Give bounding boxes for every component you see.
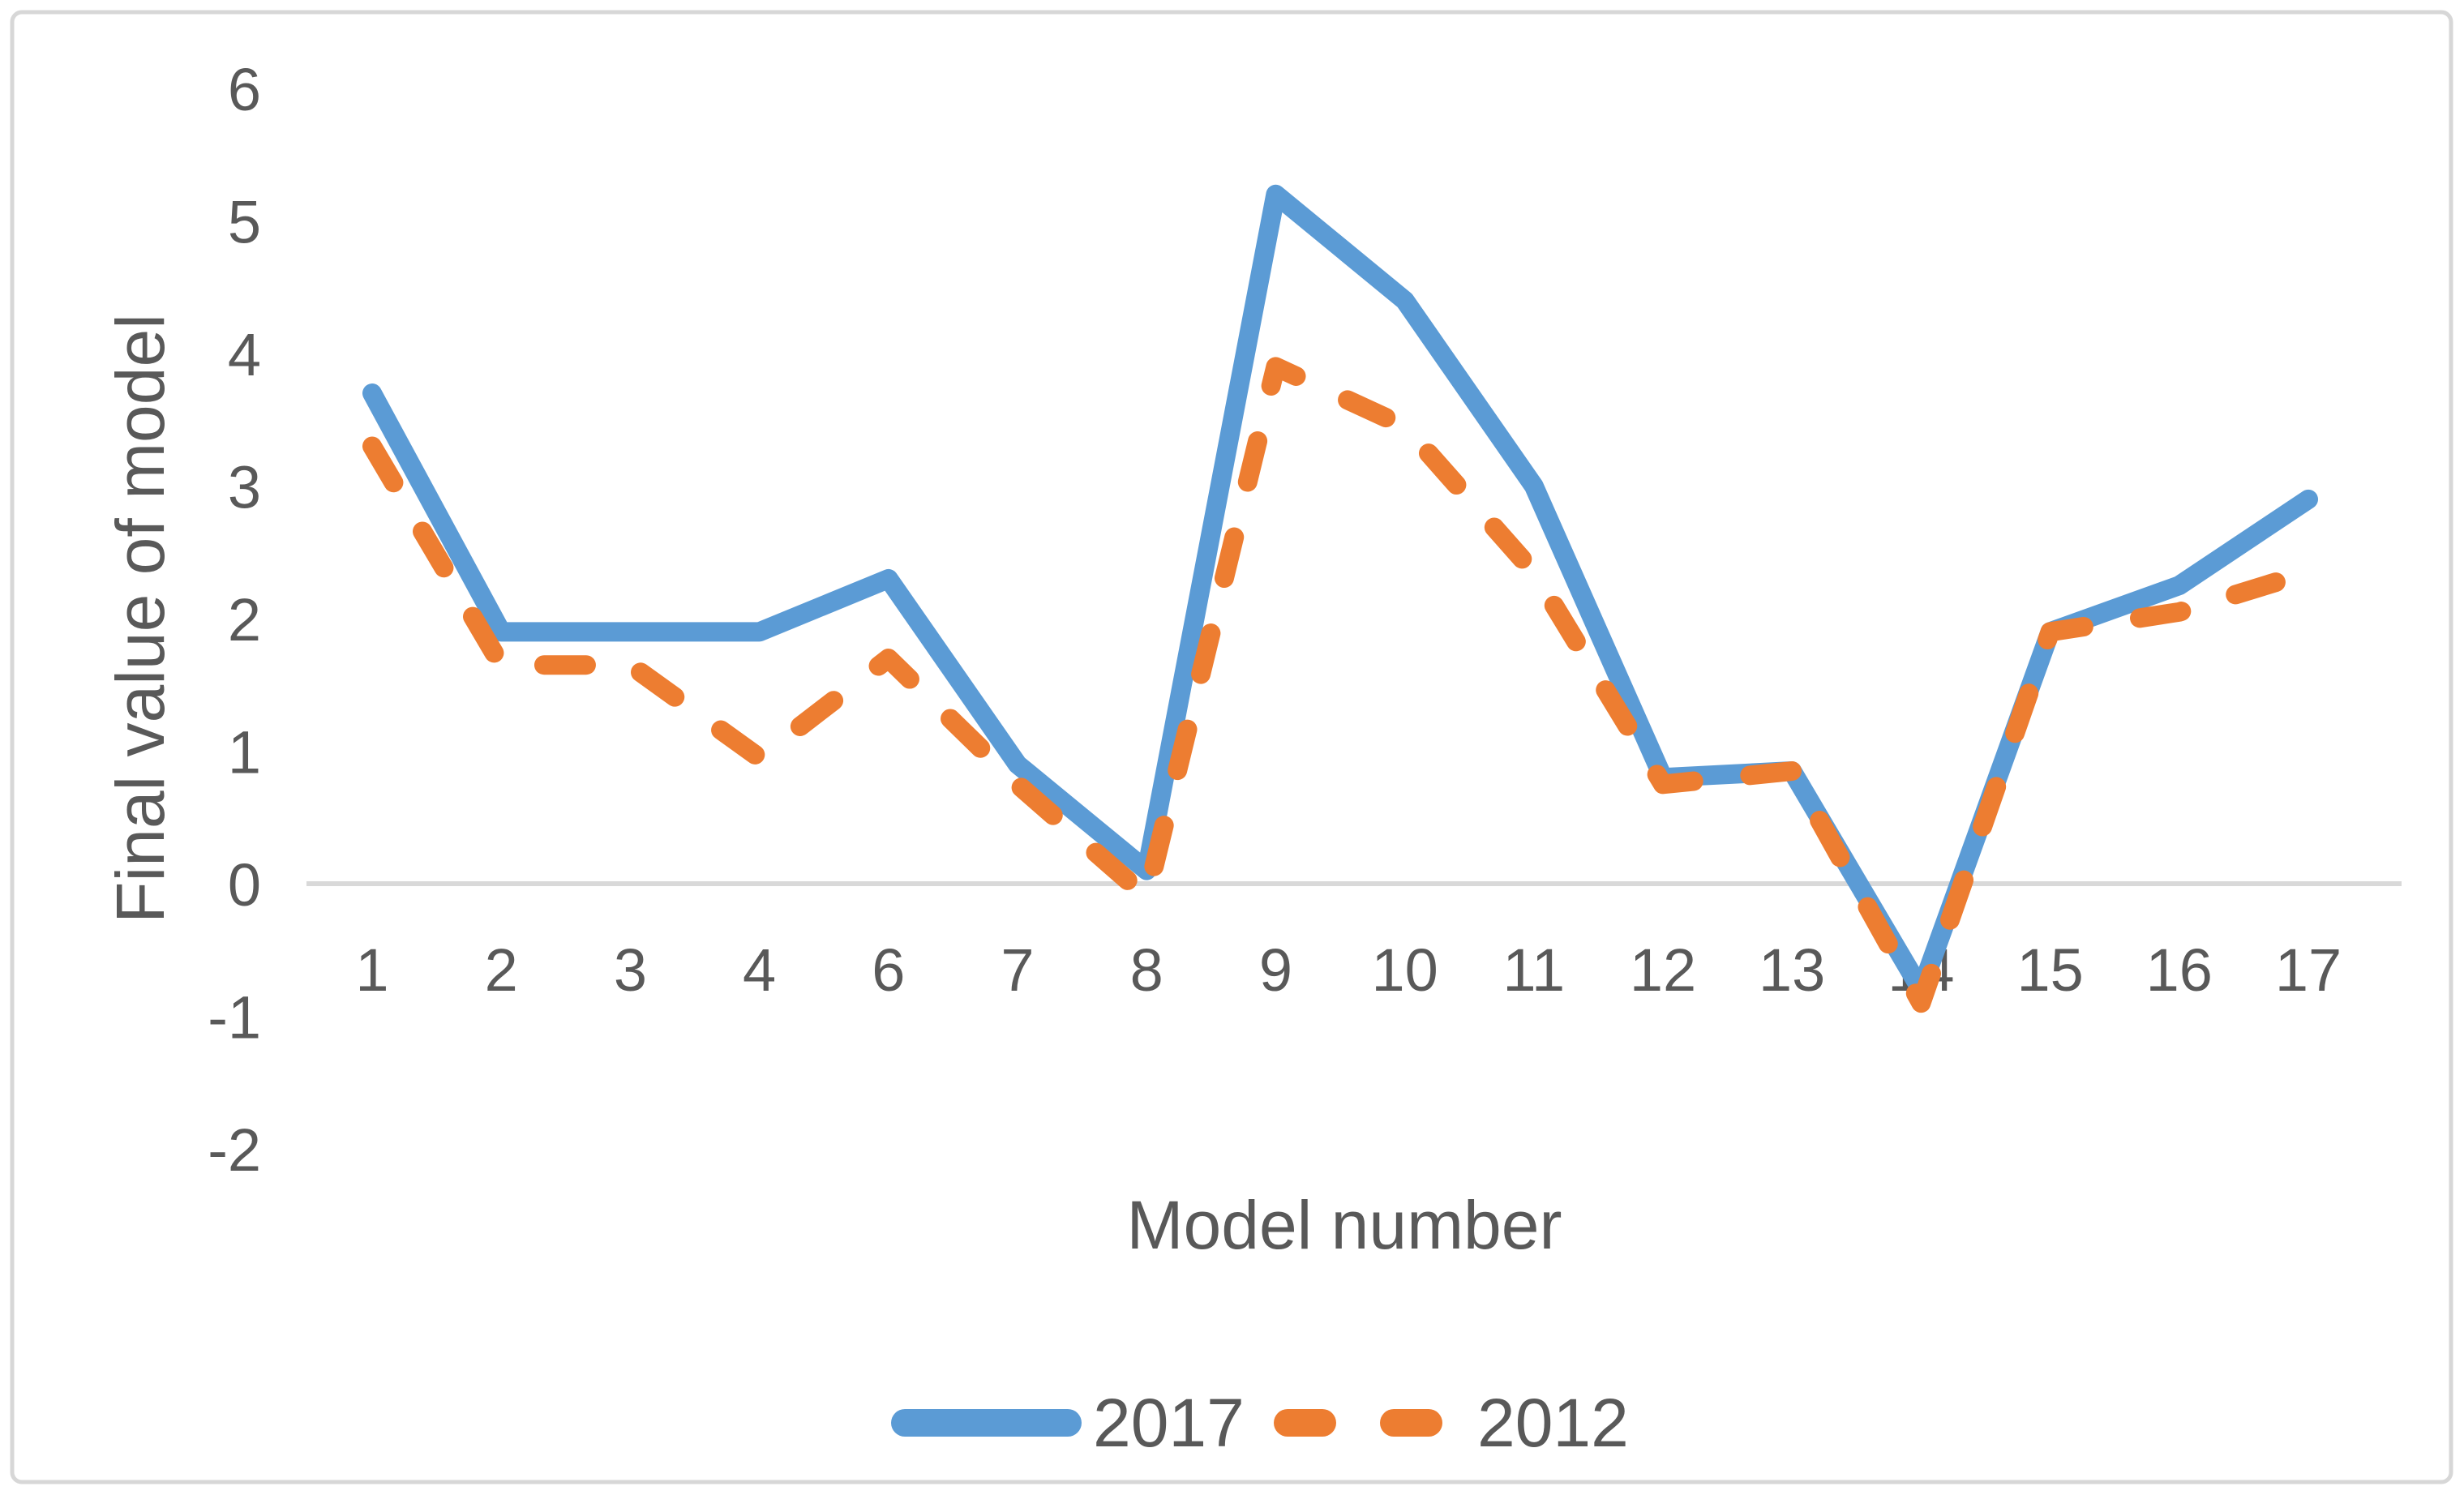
x-tick-12: 12 — [1630, 936, 1696, 1004]
y-axis-title: Final value of model — [102, 314, 178, 923]
x-tick-4: 4 — [743, 936, 776, 1004]
y-tick--2: -2 — [208, 1116, 261, 1184]
x-tick-10: 10 — [1371, 936, 1438, 1004]
chart-outer-border — [10, 10, 2453, 1484]
x-tick-3: 3 — [614, 936, 647, 1004]
legend-2012-label: 2012 — [1477, 1385, 1629, 1461]
x-axis-tick-labels: 1 2 3 4 6 7 8 9 10 11 12 13 14 15 16 17 — [355, 936, 2342, 1004]
series-2012-line — [362, 357, 2318, 1013]
y-tick-6: 6 — [228, 56, 261, 123]
y-tick-4: 4 — [228, 321, 261, 388]
x-tick-7: 7 — [1001, 936, 1034, 1004]
x-tick-15: 15 — [2016, 936, 2083, 1004]
x-axis-title: Model number — [1127, 1187, 1562, 1263]
x-tick-17: 17 — [2275, 936, 2342, 1004]
y-tick-5: 5 — [228, 189, 261, 256]
x-tick-6: 6 — [872, 936, 905, 1004]
y-tick-0: 0 — [228, 851, 261, 919]
legend-2017-label: 2017 — [1093, 1385, 1245, 1461]
y-tick-3: 3 — [228, 454, 261, 521]
x-tick-9: 9 — [1259, 936, 1292, 1004]
y-tick--1: -1 — [208, 984, 261, 1052]
x-tick-13: 13 — [1759, 936, 1825, 1004]
legend: 2017 2012 — [891, 1385, 1629, 1461]
x-tick-2: 2 — [485, 936, 518, 1004]
x-tick-1: 1 — [355, 936, 388, 1004]
x-tick-16: 16 — [2146, 936, 2213, 1004]
y-tick-1: 1 — [228, 719, 261, 786]
y-tick-2: 2 — [228, 586, 261, 653]
y-axis-tick-labels: 6 5 4 3 2 1 0 -1 -2 — [208, 56, 261, 1184]
x-tick-8: 8 — [1130, 936, 1163, 1004]
series-2017-line — [362, 184, 2318, 1000]
x-tick-11: 11 — [1502, 936, 1565, 1004]
